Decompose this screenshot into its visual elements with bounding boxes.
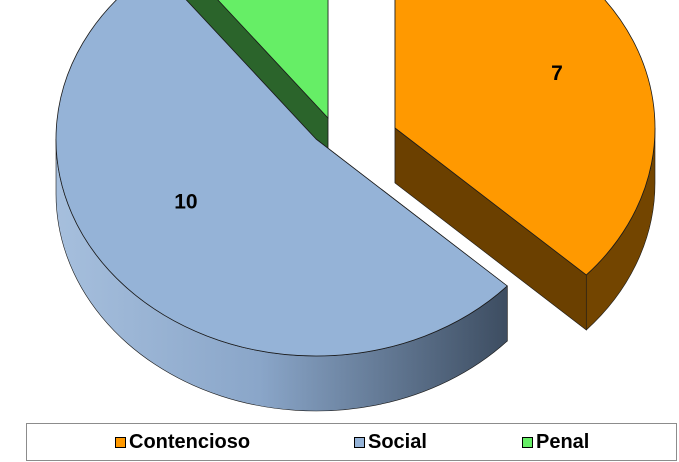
legend-label-social: Social [368,431,427,453]
legend-label-penal: Penal [536,431,590,453]
slice-penal-top [217,0,329,120]
legend-swatch-penal [522,436,533,448]
slice-contencioso: 7 [394,0,656,331]
legend-swatch-contencioso [115,436,126,448]
data-label-social: 10 [174,190,197,213]
slice-social: 10 [55,0,508,412]
legend-item-contencioso: Contencioso [115,430,250,454]
pie-chart: 2107 [55,0,656,412]
legend: Contencioso Social Penal [26,423,677,461]
legend-item-penal: Penal [522,430,589,454]
legend-label-contencioso: Contencioso [129,431,251,453]
slice-contencioso-top [394,0,656,276]
legend-item-social: Social [354,430,427,454]
legend-swatch-social [354,436,365,448]
slice-social-top [55,0,508,357]
data-label-contencioso: 7 [551,62,563,85]
